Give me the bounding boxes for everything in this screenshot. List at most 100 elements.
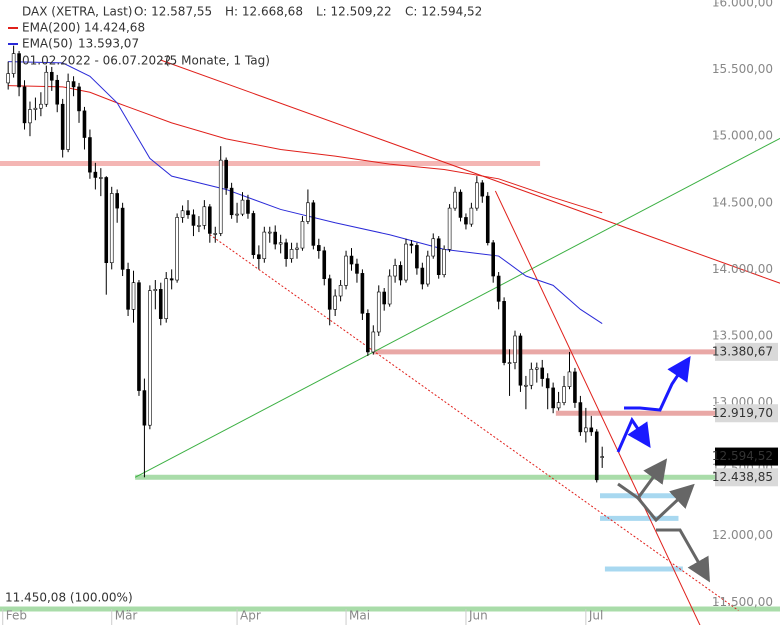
drawings-layer <box>0 59 780 625</box>
level-label: 12.919,70 <box>712 406 773 420</box>
candle-body <box>485 195 490 244</box>
candle-body <box>480 182 485 197</box>
candle-body <box>213 233 218 235</box>
y-tick-label: 14.000,00 <box>712 262 773 276</box>
candle-body <box>104 177 109 264</box>
candle-body <box>257 254 261 260</box>
candle-body <box>562 386 566 403</box>
candle-body <box>158 289 163 319</box>
level-box <box>715 404 778 423</box>
y-tick-label: 15.000,00 <box>712 129 773 143</box>
x-tick-label: Jul <box>588 609 603 623</box>
ohlc: H: 12.668,68 <box>225 5 303 19</box>
candle-body <box>153 289 158 291</box>
y-tick-label: 16.000,00 <box>712 0 773 10</box>
candle-body <box>360 273 365 314</box>
candle-body <box>469 207 474 225</box>
candle-body <box>22 86 27 124</box>
instrument: DAX (XETRA, Last) <box>22 5 132 19</box>
candle-body <box>180 210 185 218</box>
candle-body <box>333 295 337 310</box>
candle-body <box>71 81 76 88</box>
level-text: 11.450,08 (100.00%) <box>5 590 133 604</box>
candle-body <box>415 245 419 269</box>
candle-body <box>327 278 332 310</box>
x-tick-label: Mai <box>349 609 370 623</box>
candle-body <box>131 282 136 310</box>
candle-body <box>584 427 588 433</box>
y-tick-label: 11.500,00 <box>712 595 773 609</box>
candle-body <box>289 249 294 260</box>
candle-body <box>109 193 114 264</box>
y-tick-label: 14.500,00 <box>712 195 773 209</box>
candle-body <box>409 243 414 246</box>
candle-body <box>366 313 370 353</box>
candle-body <box>540 367 545 379</box>
candle-body <box>322 250 327 279</box>
candle-body <box>77 86 81 112</box>
ohlc: C: 12.594,52 <box>405 5 482 19</box>
candle-body <box>164 278 169 319</box>
x-tick-label: Feb <box>6 609 27 623</box>
ohlc: O: 12.587,55 <box>134 5 212 19</box>
candle-body <box>355 263 359 274</box>
candle-body <box>229 187 234 216</box>
candle-body <box>88 137 92 173</box>
gray-arrow <box>636 483 695 523</box>
candle-body <box>567 371 572 387</box>
candle-body <box>224 159 228 189</box>
candle-body <box>371 331 376 353</box>
x-tick-label: Jun <box>468 609 488 623</box>
candle-body <box>208 206 212 234</box>
candle-body <box>44 71 49 105</box>
ohlc: L: 12.509,22 <box>316 5 392 19</box>
level-label: 12.438,85 <box>712 470 773 484</box>
legend-value: 13.593,07 <box>78 37 139 51</box>
candle-body <box>458 191 463 218</box>
candle-body <box>11 53 16 74</box>
candle-body <box>39 103 43 109</box>
last-box <box>715 447 778 466</box>
trend-line <box>494 190 701 625</box>
candle-body <box>404 243 408 281</box>
ema-line <box>8 85 603 214</box>
blue-arrow <box>624 356 691 412</box>
candle-body <box>284 242 288 260</box>
candle-body <box>524 384 528 387</box>
period-note: (5 Monate, 1 Tag) <box>165 54 270 68</box>
candle-body <box>142 390 147 426</box>
candle-body <box>55 79 60 105</box>
candle-body <box>306 202 310 222</box>
candle-body <box>393 265 397 277</box>
candle-body <box>453 191 457 209</box>
candle-body <box>496 275 501 302</box>
candle-body <box>49 71 54 81</box>
legend-name: EMA(200) <box>22 21 80 35</box>
candle-body <box>513 335 517 363</box>
gray-arrow <box>656 528 710 583</box>
candle-body <box>387 275 392 305</box>
candle-body <box>66 81 70 150</box>
y-tick-label: 15.500,00 <box>712 62 773 76</box>
candle-body <box>82 110 87 138</box>
candle-body <box>338 285 343 297</box>
trend-line <box>134 137 780 478</box>
ema-line <box>8 61 603 324</box>
candle-body <box>464 217 468 225</box>
candle-body <box>398 265 403 281</box>
candle-body <box>300 221 305 249</box>
candle-body <box>267 231 272 234</box>
candle-body <box>594 431 599 481</box>
candle-body <box>240 199 245 215</box>
candle-body <box>246 199 250 214</box>
candle-body <box>502 301 506 363</box>
x-tick-label: Mär <box>115 609 138 623</box>
candle-body <box>273 231 278 245</box>
candle-body <box>317 245 321 252</box>
candle-body <box>17 53 21 88</box>
last-label: 12.594,52 <box>712 449 773 463</box>
candle-body <box>573 371 577 403</box>
candle-body <box>545 378 550 389</box>
candle-body <box>262 231 267 260</box>
legend-name: EMA(50) <box>22 37 73 51</box>
